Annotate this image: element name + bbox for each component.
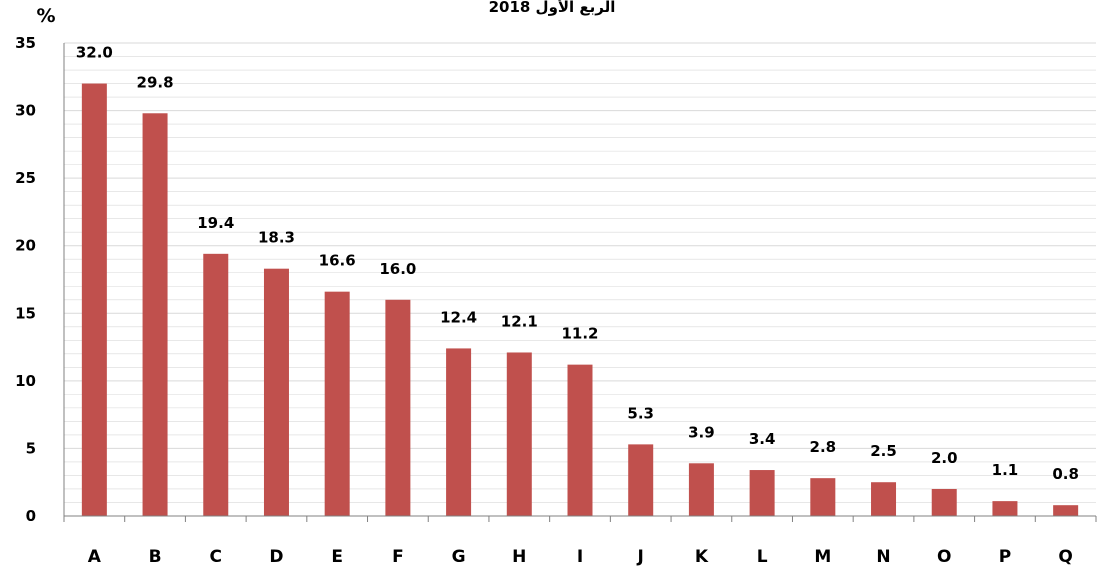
bar-N bbox=[871, 482, 897, 516]
bar-H bbox=[506, 352, 532, 516]
y-tick-label: 5 bbox=[26, 439, 36, 457]
data-label: 2.8 bbox=[810, 438, 837, 456]
grid-lines bbox=[64, 42, 1096, 517]
bar-J bbox=[628, 444, 654, 516]
data-label: 11.2 bbox=[561, 325, 598, 343]
bar-D bbox=[263, 268, 289, 516]
y-tick-label: 10 bbox=[15, 372, 36, 390]
y-tick-label: 30 bbox=[15, 102, 36, 120]
data-label: 16.6 bbox=[319, 252, 356, 270]
y-axis-unit-label: % bbox=[36, 5, 55, 27]
data-label: 1.1 bbox=[992, 461, 1019, 479]
bar-K bbox=[688, 463, 714, 516]
data-label: 3.9 bbox=[688, 423, 715, 441]
axes bbox=[63, 43, 1097, 522]
x-category-label: E bbox=[331, 547, 343, 567]
data-label: 2.0 bbox=[931, 449, 958, 467]
data-label: 12.1 bbox=[501, 312, 538, 330]
bar-C bbox=[203, 253, 229, 516]
bars bbox=[81, 83, 1079, 517]
data-label: 18.3 bbox=[258, 229, 295, 247]
x-category-label: N bbox=[876, 547, 890, 567]
bar-I bbox=[567, 364, 593, 516]
bar-G bbox=[446, 348, 472, 516]
data-label: 5.3 bbox=[627, 404, 654, 422]
labels: 0 5 10 15 20 25 30 35 32.0 A 29.8 B 19.4 C 18.3 D 16.6 E 1… bbox=[15, 34, 1079, 567]
x-category-label: D bbox=[269, 547, 283, 567]
x-category-label: P bbox=[999, 547, 1011, 567]
bar-P bbox=[992, 501, 1018, 516]
x-category-label: I bbox=[577, 547, 583, 567]
bar-F bbox=[385, 299, 411, 516]
bar-A bbox=[81, 83, 107, 517]
x-category-label: J bbox=[637, 547, 644, 567]
data-label: 19.4 bbox=[197, 214, 234, 232]
y-tick-label: 0 bbox=[26, 507, 36, 525]
bar-Q bbox=[1053, 505, 1079, 516]
data-label: 2.5 bbox=[870, 442, 897, 460]
x-category-label: H bbox=[512, 547, 526, 567]
chart-title: الربع الأول 2018 bbox=[489, 0, 616, 16]
bar-O bbox=[931, 488, 957, 516]
x-category-label: Q bbox=[1058, 547, 1072, 567]
y-tick-label: 20 bbox=[15, 237, 36, 255]
bar-E bbox=[324, 291, 350, 516]
x-category-label: O bbox=[937, 547, 951, 567]
x-category-label: F bbox=[392, 547, 404, 567]
x-category-label: K bbox=[695, 547, 709, 567]
data-label: 32.0 bbox=[76, 44, 113, 62]
bar-L bbox=[749, 470, 775, 516]
data-label: 16.0 bbox=[379, 260, 416, 278]
y-tick-label: 35 bbox=[15, 34, 36, 52]
x-category-label: G bbox=[452, 547, 466, 567]
x-category-label: M bbox=[814, 547, 831, 567]
bar-B bbox=[142, 113, 168, 516]
x-category-label: C bbox=[210, 547, 222, 567]
data-label: 3.4 bbox=[749, 430, 776, 448]
bar-M bbox=[810, 478, 836, 516]
x-category-label: A bbox=[88, 547, 102, 567]
x-category-label: B bbox=[149, 547, 162, 567]
y-tick-label: 15 bbox=[15, 304, 36, 322]
data-label: 0.8 bbox=[1052, 465, 1079, 483]
x-category-label: L bbox=[757, 547, 768, 567]
data-label: 29.8 bbox=[137, 73, 174, 91]
y-tick-label: 25 bbox=[15, 169, 36, 187]
data-label: 12.4 bbox=[440, 308, 477, 326]
